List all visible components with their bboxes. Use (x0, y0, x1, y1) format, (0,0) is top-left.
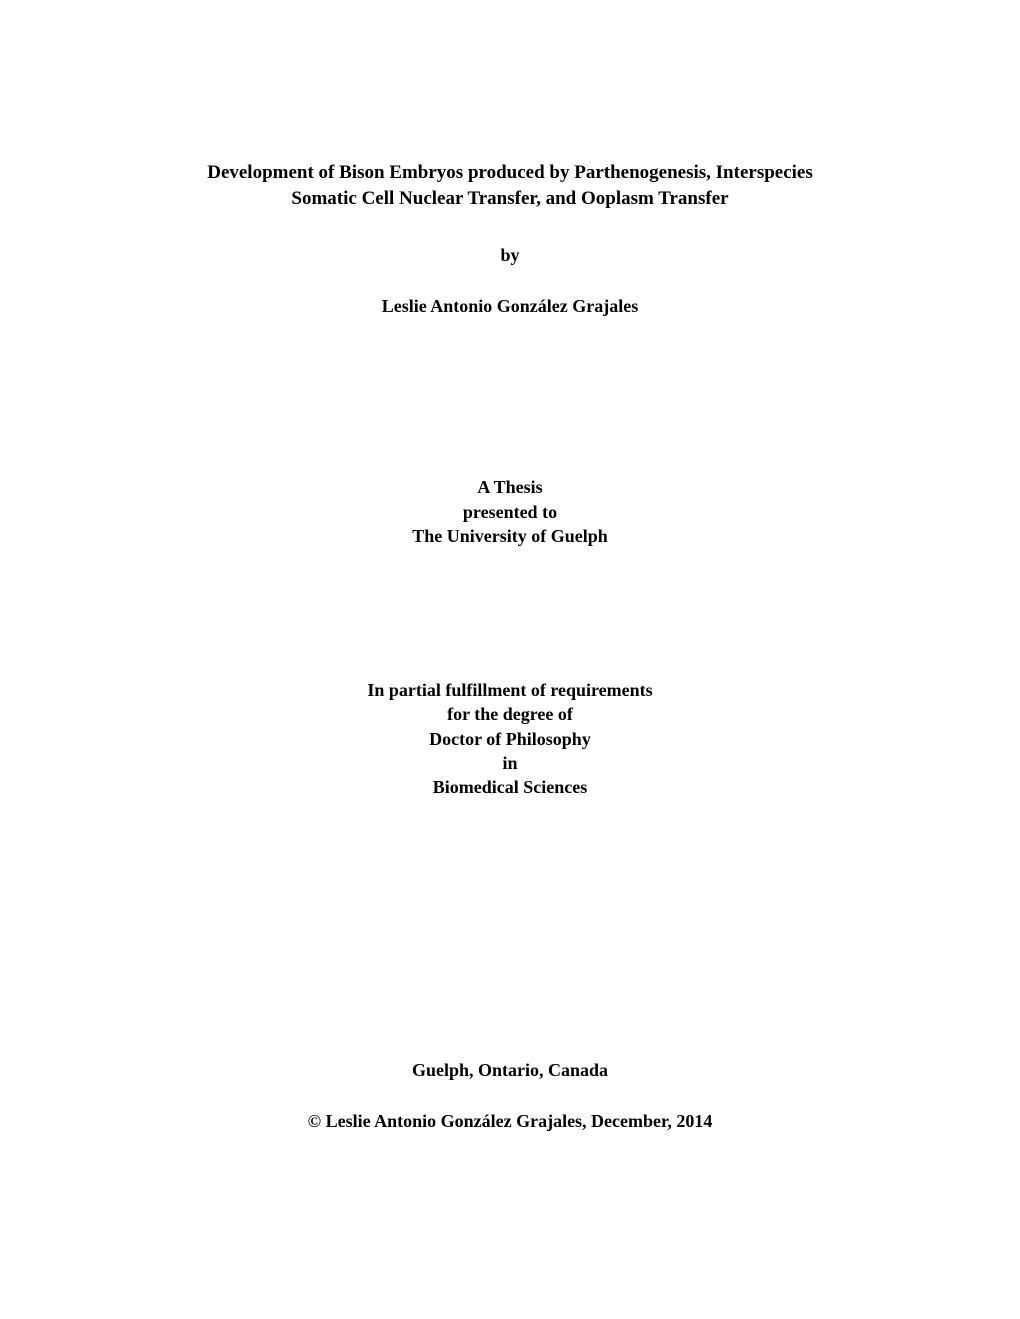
author-name: Leslie Antonio González Grajales (382, 296, 638, 317)
thesis-line-1: A Thesis (412, 475, 608, 499)
fulfillment-block: In partial fulfillment of requirements f… (367, 678, 652, 799)
title-line-2: Somatic Cell Nuclear Transfer, and Oopla… (207, 186, 813, 212)
fulfillment-line-2: for the degree of (367, 702, 652, 726)
by-label: by (500, 245, 519, 266)
title-block: Development of Bison Embryos produced by… (207, 160, 813, 211)
fulfillment-line-3: Doctor of Philosophy (367, 727, 652, 751)
copyright-line: © Leslie Antonio González Grajales, Dece… (308, 1111, 713, 1132)
thesis-title-page: Development of Bison Embryos produced by… (0, 0, 1020, 1319)
thesis-presented-block: A Thesis presented to The University of … (412, 475, 608, 548)
thesis-line-3: The University of Guelph (412, 524, 608, 548)
location: Guelph, Ontario, Canada (412, 1060, 608, 1081)
fulfillment-line-1: In partial fulfillment of requirements (367, 678, 652, 702)
thesis-line-2: presented to (412, 500, 608, 524)
fulfillment-line-4: in (367, 751, 652, 775)
fulfillment-line-5: Biomedical Sciences (367, 775, 652, 799)
title-line-1: Development of Bison Embryos produced by… (207, 160, 813, 186)
